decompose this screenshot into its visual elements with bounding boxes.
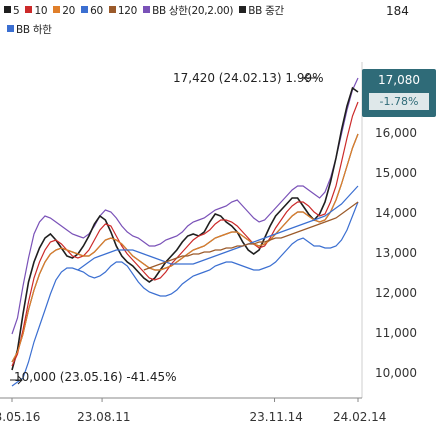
- y-tick-label: 15,000: [375, 166, 417, 180]
- legend-swatch-ma60: [81, 6, 89, 13]
- x-tick-layer: [11, 398, 359, 402]
- y-tick-label: 11,000: [375, 326, 417, 340]
- legend-swatch-ma10: [25, 6, 33, 13]
- high-annotation: 17,420 (24.02.13) 1.99%: [173, 71, 324, 85]
- legend-label-ma20: 20: [62, 5, 76, 17]
- chart-legend: 5 10 20 60 120 BB 상한(20,2.00) BB 중간 BB 하…: [4, 2, 344, 40]
- legend-label-bb-upper: BB 상한(20,2.00): [152, 5, 234, 17]
- x-tick-label: 23.11.14: [249, 410, 303, 424]
- x-tick-label: 23.05.16: [0, 410, 41, 424]
- series-line-6: [77, 185, 359, 271]
- series-line-1: [11, 133, 359, 363]
- low-annotation: 10,000 (23.05.16) -41.45%: [14, 370, 177, 384]
- y-tick-label: 10,000: [375, 366, 417, 380]
- x-tick-label: 23.08.11: [77, 410, 131, 424]
- y-tick-label: 13,000: [375, 246, 417, 260]
- series-line-7: [143, 201, 359, 271]
- y-tick-label: 12,000: [375, 286, 417, 300]
- high-arrow-head: [303, 73, 310, 83]
- series-line-5: [11, 133, 359, 363]
- series-line-0: [11, 77, 359, 335]
- y-tick-label: 16,000: [375, 126, 417, 140]
- low-arrow-head: [17, 375, 23, 385]
- x-tick-label: 24.02.14: [333, 410, 387, 424]
- current-change: -1.78%: [369, 93, 429, 110]
- legend-label-bb-lower: BB 하한: [16, 24, 52, 36]
- legend-swatch-ma20: [53, 6, 61, 13]
- legend-swatch-ma5: [4, 6, 11, 13]
- legend-swatch-bb-upper: [143, 6, 151, 13]
- y-tick-label: 14,000: [375, 206, 417, 220]
- series-layer: [11, 77, 359, 387]
- legend-swatch-ma120: [108, 6, 116, 13]
- legend-label-ma10: 10: [34, 5, 48, 17]
- current-price: 17,080: [378, 73, 420, 87]
- legend-label-ma60: 60: [90, 5, 103, 17]
- legend-swatch-bb-lower: [7, 25, 14, 32]
- series-line-4: [11, 101, 359, 367]
- series-line-2: [11, 201, 359, 387]
- current-price-badge: 17,080 -1.78%: [362, 69, 436, 117]
- legend-label-ma5: 5: [13, 5, 20, 17]
- top-right-value: 184: [386, 4, 409, 18]
- legend-label-bb-mid: BB 중간: [248, 5, 284, 17]
- legend-swatch-bb-mid: [239, 6, 247, 13]
- legend-label-ma120: 120: [117, 5, 138, 17]
